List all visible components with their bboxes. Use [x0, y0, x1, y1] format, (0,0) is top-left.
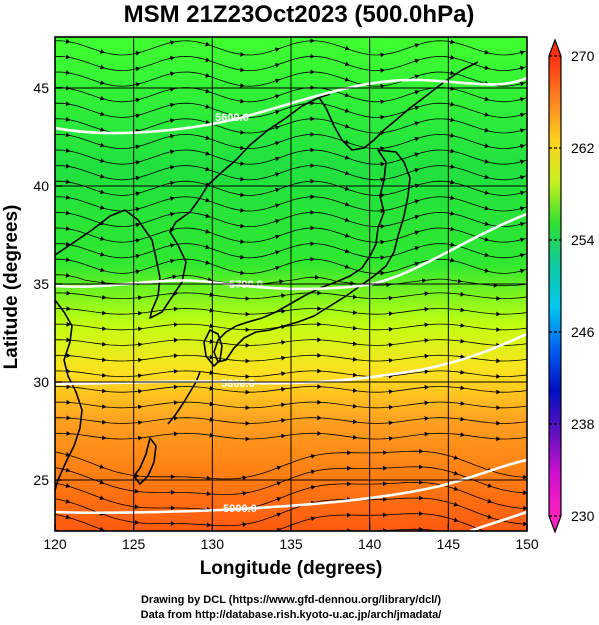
contour-label: 5800.0	[221, 378, 255, 390]
colorbar-scale	[549, 56, 561, 516]
wind-arrowhead	[532, 419, 537, 424]
y-axis-label: Latitude (degrees)	[1, 205, 22, 370]
credit-drawing: Drawing by DCL (https://www.gfd-dennou.o…	[141, 594, 441, 606]
streamline	[55, 323, 527, 331]
x-tick-label: 140	[358, 536, 382, 552]
contour-label: 5900.0	[223, 503, 257, 515]
credit-data: Data from http://database.rish.kyoto-u.a…	[141, 609, 442, 621]
colorbar-tick-label: 262	[571, 140, 595, 156]
wind-arrowhead	[532, 403, 537, 408]
colorbar-ticks: 270 262 254 246 238 230	[549, 48, 595, 524]
y-tick-label: 45	[33, 80, 49, 96]
y-tick-label: 25	[33, 472, 49, 488]
streamline	[55, 292, 527, 299]
x-tick-label: 145	[437, 536, 461, 552]
height-contour	[469, 510, 527, 531]
x-tick-label: 130	[201, 536, 225, 552]
streamline	[55, 339, 527, 346]
contour-label: 5600.0	[215, 112, 249, 124]
wind-arrowhead	[532, 388, 537, 393]
colorbar-bottom-arrow	[549, 516, 561, 532]
wind-arrowhead	[532, 310, 537, 315]
colorbar-top-arrow	[549, 40, 561, 56]
streamline	[55, 432, 527, 440]
y-axis-ticks: 25 30 35 40 45	[33, 80, 62, 488]
height-contour	[55, 458, 527, 515]
height-contour	[55, 212, 527, 291]
y-tick-label: 40	[33, 178, 49, 194]
wind-arrowhead	[532, 341, 537, 346]
x-tick-label: 150	[515, 536, 539, 552]
streamline	[55, 370, 527, 377]
height-contour	[55, 76, 527, 135]
wind-arrowhead	[532, 372, 537, 377]
wind-arrowhead	[171, 552, 175, 557]
wind-arrowhead	[171, 537, 175, 542]
wind-arrowhead	[310, 485, 316, 490]
colorbar-tick-label: 246	[571, 324, 595, 340]
contour-label: 5700.0	[229, 279, 263, 291]
x-axis-label: Longitude (degrees)	[200, 558, 383, 579]
streamline	[55, 417, 527, 424]
wind-arrowhead	[487, 546, 492, 551]
colorbar: 270 262 254 246 238 230	[548, 38, 595, 534]
streamline	[55, 386, 527, 393]
wind-arrowhead	[242, 538, 247, 543]
wind-arrowhead	[310, 469, 316, 475]
chart-title: MSM 21Z23Oct2023 (500.0hPa)	[124, 1, 475, 28]
streamline	[55, 401, 527, 409]
wind-arrowhead	[529, 281, 534, 286]
plot-area: 5600.0 5700.0 5800.0 5900.0	[55, 37, 537, 558]
wind-arrowhead	[532, 325, 537, 330]
x-tick-label: 125	[122, 536, 146, 552]
wind-arrowhead	[532, 434, 537, 439]
colorbar-tick-label: 238	[571, 416, 595, 432]
x-axis-ticks: 120 125 130 135 140 145 150	[43, 524, 539, 552]
height-contours: 5600.0 5700.0 5800.0 5900.0	[55, 76, 527, 531]
coastline-china	[55, 299, 83, 491]
coastline-kyushu	[203, 329, 223, 367]
streamline	[55, 308, 527, 315]
x-tick-label: 135	[279, 536, 303, 552]
streamline	[55, 354, 527, 362]
coastline-sakhalin	[317, 61, 479, 151]
wind-arrowhead	[523, 553, 528, 558]
lat-lon-grid	[55, 37, 527, 531]
wind-arrowhead	[99, 542, 104, 547]
y-tick-label: 30	[33, 374, 49, 390]
colorbar-tick-label: 254	[571, 232, 595, 248]
wind-arrowhead	[532, 294, 537, 299]
coastline-korea	[55, 93, 331, 319]
coastline-taiwan	[133, 437, 157, 485]
wind-arrowhead	[310, 516, 316, 522]
colorbar-tick-label: 270	[571, 48, 595, 64]
y-tick-label: 35	[33, 276, 49, 292]
x-tick-label: 120	[43, 536, 67, 552]
wind-arrowhead	[310, 454, 316, 459]
colorbar-tick-label: 230	[571, 508, 595, 524]
wind-arrowhead	[532, 356, 537, 361]
wind-arrowhead	[311, 532, 316, 537]
